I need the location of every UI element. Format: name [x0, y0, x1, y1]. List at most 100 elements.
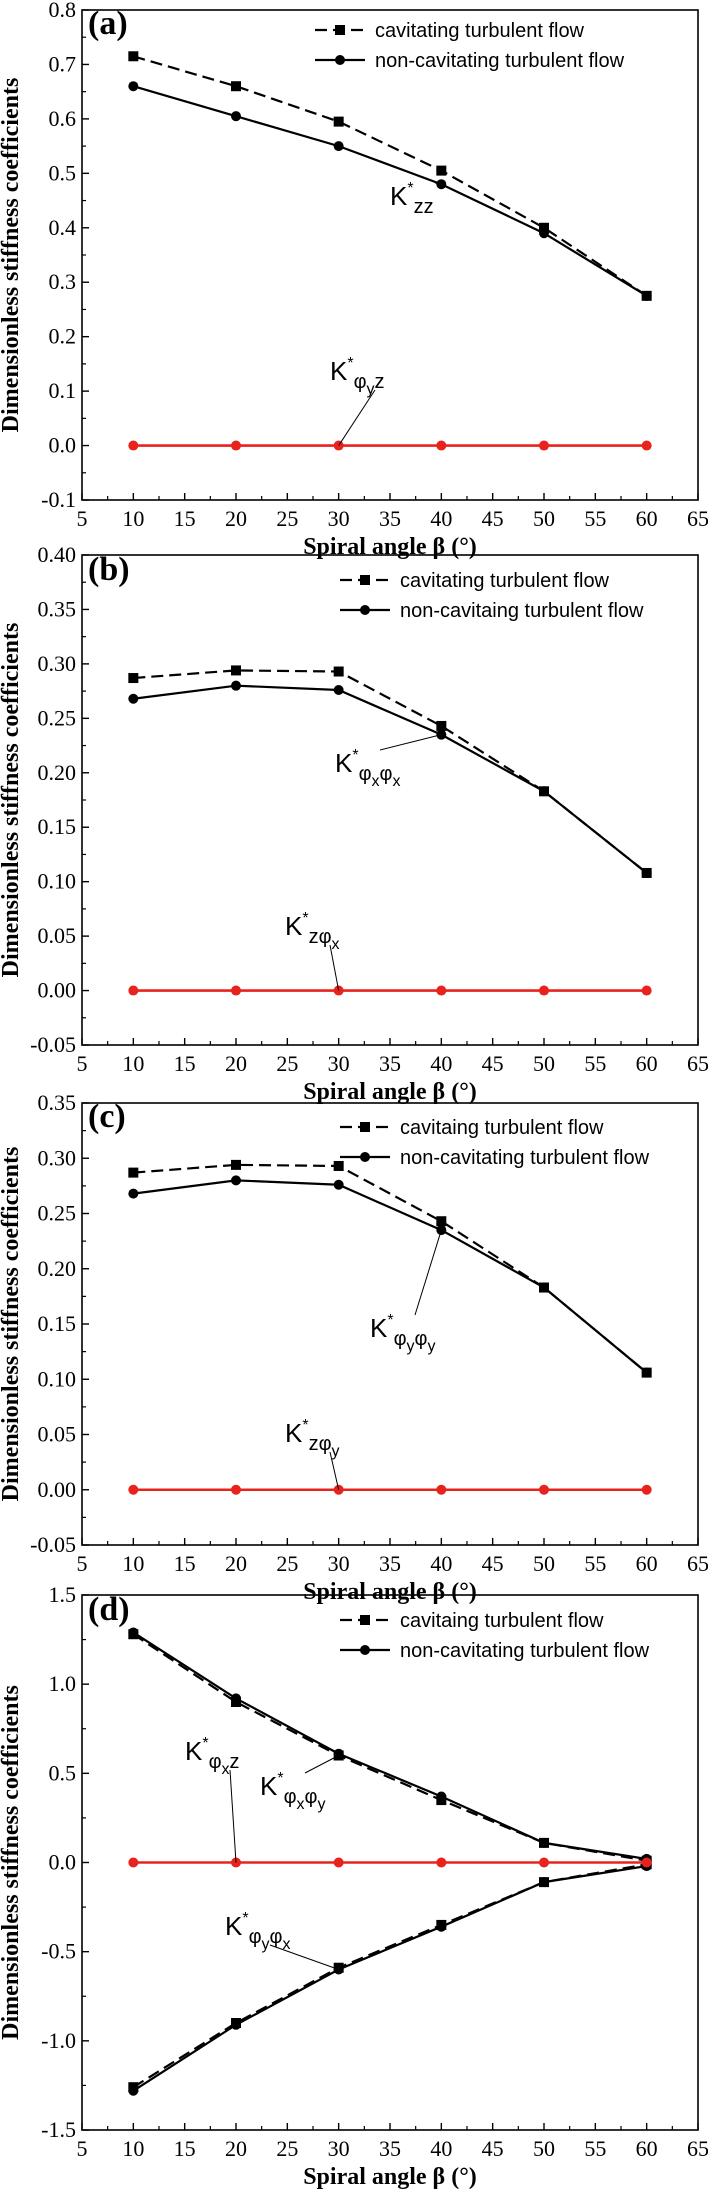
x-tick-label: 50: [533, 1051, 555, 1076]
data-point: [539, 1484, 549, 1495]
x-tick-label: 35: [379, 1051, 401, 1076]
x-tick-label: 5: [77, 506, 88, 531]
annotation-leader: [269, 1944, 339, 1970]
data-point: [128, 81, 139, 92]
x-tick-label: 45: [482, 1051, 504, 1076]
data-point: [539, 228, 549, 239]
y-tick-label: 0.1: [49, 378, 77, 403]
data-point: [333, 1160, 344, 1171]
x-tick-label: 35: [379, 1551, 401, 1576]
legend-marker: [360, 1615, 370, 1625]
x-tick-label: 55: [584, 506, 606, 531]
data-point: [231, 1159, 241, 1170]
data-point: [641, 1367, 652, 1378]
y-tick-label: 0.00: [38, 978, 77, 1003]
annotation-leader: [229, 1769, 237, 1863]
data-point: [333, 141, 344, 152]
x-tick-label: 20: [225, 506, 247, 531]
x-tick-label: 50: [533, 1551, 555, 1576]
data-point: [436, 985, 447, 996]
data-point: [436, 440, 447, 451]
data-point: [641, 290, 652, 301]
legend-marker: [335, 25, 345, 35]
series-line: [133, 684, 648, 874]
y-tick-label: -1.0: [41, 2028, 76, 2053]
data-point: [128, 1188, 139, 1199]
chart-panel-3: 5 10 15 20 25 30 35 40 45 50 55 60 65 -0.05 0.00 0.05 0.…: [0, 1090, 708, 1605]
x-tick-label: 25: [276, 506, 298, 531]
series-line: [133, 1163, 648, 1374]
x-axis-label: Spiral angle β (°): [303, 534, 477, 560]
legend-entry: cavitating turbulent flow: [400, 570, 610, 592]
data-point: [128, 1857, 139, 1868]
y-tick-label: 0.35: [38, 596, 77, 621]
data-point: [641, 985, 652, 996]
data-point: [231, 440, 241, 451]
data-point: [641, 867, 652, 878]
legend-entry: non-cavitating turbulent flow: [400, 1640, 650, 1662]
data-point: [231, 1484, 241, 1495]
data-point: [333, 1857, 344, 1868]
legend-entry: non-cavitating turbulent flow: [375, 50, 625, 72]
x-tick-label: 55: [584, 2136, 606, 2161]
annotation-label: K*φxφx: [335, 747, 401, 790]
y-tick-label: 0.15: [38, 814, 77, 839]
data-point: [128, 693, 139, 704]
legend-marker: [360, 1122, 370, 1132]
chart-panel-4: 5 10 15 20 25 30 35 40 45 50 55 60 65 -1.5 -1.0 -0.5 0.0…: [0, 1582, 708, 2190]
y-tick-label: 0.0: [49, 433, 77, 458]
chart-panel-2: 5 10 15 20 25 30 35 40 45 50 55 60 65 -0.05 0.00 0.05 0.…: [0, 542, 708, 1105]
annotation-label: K*zφx: [285, 910, 340, 953]
x-tick-label: 60: [636, 1551, 658, 1576]
data-point: [436, 1484, 447, 1495]
legend-marker: [360, 605, 370, 615]
x-tick-label: 5: [77, 2136, 88, 2161]
annotation-leader: [304, 1755, 339, 1774]
x-tick-label: 30: [328, 506, 350, 531]
annotation-label: K*zφy: [285, 1417, 340, 1460]
x-tick-label: 15: [174, 1551, 196, 1576]
x-tick-label: 15: [174, 506, 196, 531]
annotation-label: K*φxz: [185, 1735, 240, 1778]
annotation-leader: [329, 944, 340, 991]
series-line: [133, 669, 648, 874]
x-tick-label: 20: [225, 2136, 247, 2161]
data-point: [231, 1693, 241, 1704]
x-tick-label: 35: [379, 506, 401, 531]
legend-entry: cavitaing turbulent flow: [400, 1117, 604, 1139]
x-tick-label: 55: [584, 1051, 606, 1076]
plot-frame: [81, 9, 699, 501]
x-tick-label: 65: [687, 1051, 708, 1076]
legend-marker: [360, 1152, 370, 1162]
data-point: [539, 1877, 549, 1888]
y-tick-label: 0.0: [49, 1850, 77, 1875]
data-point: [436, 1921, 447, 1932]
x-tick-label: 30: [328, 1551, 350, 1576]
data-point: [436, 720, 447, 731]
x-tick-label: 10: [122, 1051, 144, 1076]
annotation-leader: [338, 389, 376, 446]
data-point: [231, 81, 241, 92]
series-line: [132, 1633, 647, 1862]
data-point: [231, 2019, 241, 2030]
x-tick-label: 10: [122, 1551, 144, 1576]
x-tick-label: 55: [584, 1551, 606, 1576]
data-point: [231, 111, 241, 122]
data-point: [539, 440, 549, 451]
x-tick-label: 40: [430, 1051, 452, 1076]
x-tick-label: 50: [533, 506, 555, 531]
x-tick-label: 10: [122, 506, 144, 531]
data-point: [436, 165, 447, 176]
y-tick-label: 1.5: [49, 1582, 77, 1607]
data-point: [128, 51, 139, 62]
annotation-label: K*φyz: [330, 355, 385, 398]
y-tick-label: -0.5: [41, 1939, 76, 1964]
x-tick-label: 60: [636, 2136, 658, 2161]
x-axis-label: Spiral angle β (°): [303, 1579, 477, 1605]
legend-marker: [360, 575, 370, 585]
x-tick-label: 65: [687, 2136, 708, 2161]
y-tick-label: 0.30: [38, 651, 77, 676]
x-tick-label: 45: [482, 2136, 504, 2161]
panel-tag: (a): [88, 5, 128, 42]
